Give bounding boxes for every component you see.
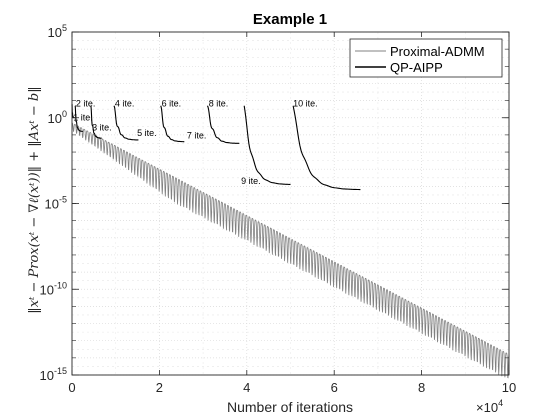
y-tick-label: 10-5: [45, 195, 67, 212]
x-axis-multiplier-exp: 4: [498, 398, 503, 408]
x-axis-multiplier: ×104: [476, 398, 503, 415]
x-axis-label: Number of iterations: [227, 399, 353, 415]
annotation-label: 1 ite.: [73, 112, 93, 122]
series-qp-aipp-segment: [74, 105, 83, 132]
annotation-label: 5 ite.: [137, 128, 157, 138]
legend-label: QP-AIPP: [390, 60, 443, 75]
y-tick-label: 10-15: [40, 366, 67, 383]
series-qp-aipp-segment: [90, 105, 102, 139]
legend-box: [349, 38, 503, 78]
chart-title: Example 1: [253, 11, 327, 28]
legend-label: Proximal-ADMM: [390, 44, 485, 59]
series-qp-aipp-segment: [206, 105, 240, 144]
annotation-label: 8 ite.: [209, 99, 229, 109]
x-tick-label: 4: [243, 380, 250, 395]
annotation-label: 4 ite.: [115, 99, 135, 109]
series-qp-aipp-segment: [113, 105, 139, 141]
annotation-label: 7 ite.: [187, 130, 207, 140]
annotation-label: 3 ite.: [92, 123, 112, 133]
annotation-label: 2 ite.: [76, 99, 96, 109]
plot-area: 2 ite. 1 ite.3 ite. 4 ite. 5 ite. 6 ite. 7 it…: [40, 23, 517, 395]
y-tick-label: 100: [48, 109, 67, 126]
annotation-label: 6 ite.: [162, 99, 182, 109]
y-axis-label: ‖xᵗ − Prox(xᵗ − ∇ℓ(xᵗ))‖ + ‖Axᵗ − b‖: [27, 86, 42, 313]
y-tick-label: 105: [48, 23, 67, 40]
series-qp-aipp-segment: [160, 105, 185, 143]
annotation-label: 9 ite.: [241, 176, 261, 186]
x-tick-label: 6: [331, 380, 338, 395]
x-tick-label: 2: [156, 380, 163, 395]
annotation-label: 10 ite.: [293, 99, 318, 109]
x-tick-label: 0: [68, 380, 75, 395]
series-proximal-admm-line: [71, 122, 510, 379]
y-tick-label: 10-10: [40, 280, 67, 297]
x-tick-label: 10: [502, 380, 516, 395]
x-axis-multiplier-base: ×10: [476, 400, 498, 415]
series-qp-aipp-segment: [292, 105, 361, 191]
series-qp-aipp-segment: [243, 105, 291, 185]
x-tick-label: 8: [418, 380, 425, 395]
